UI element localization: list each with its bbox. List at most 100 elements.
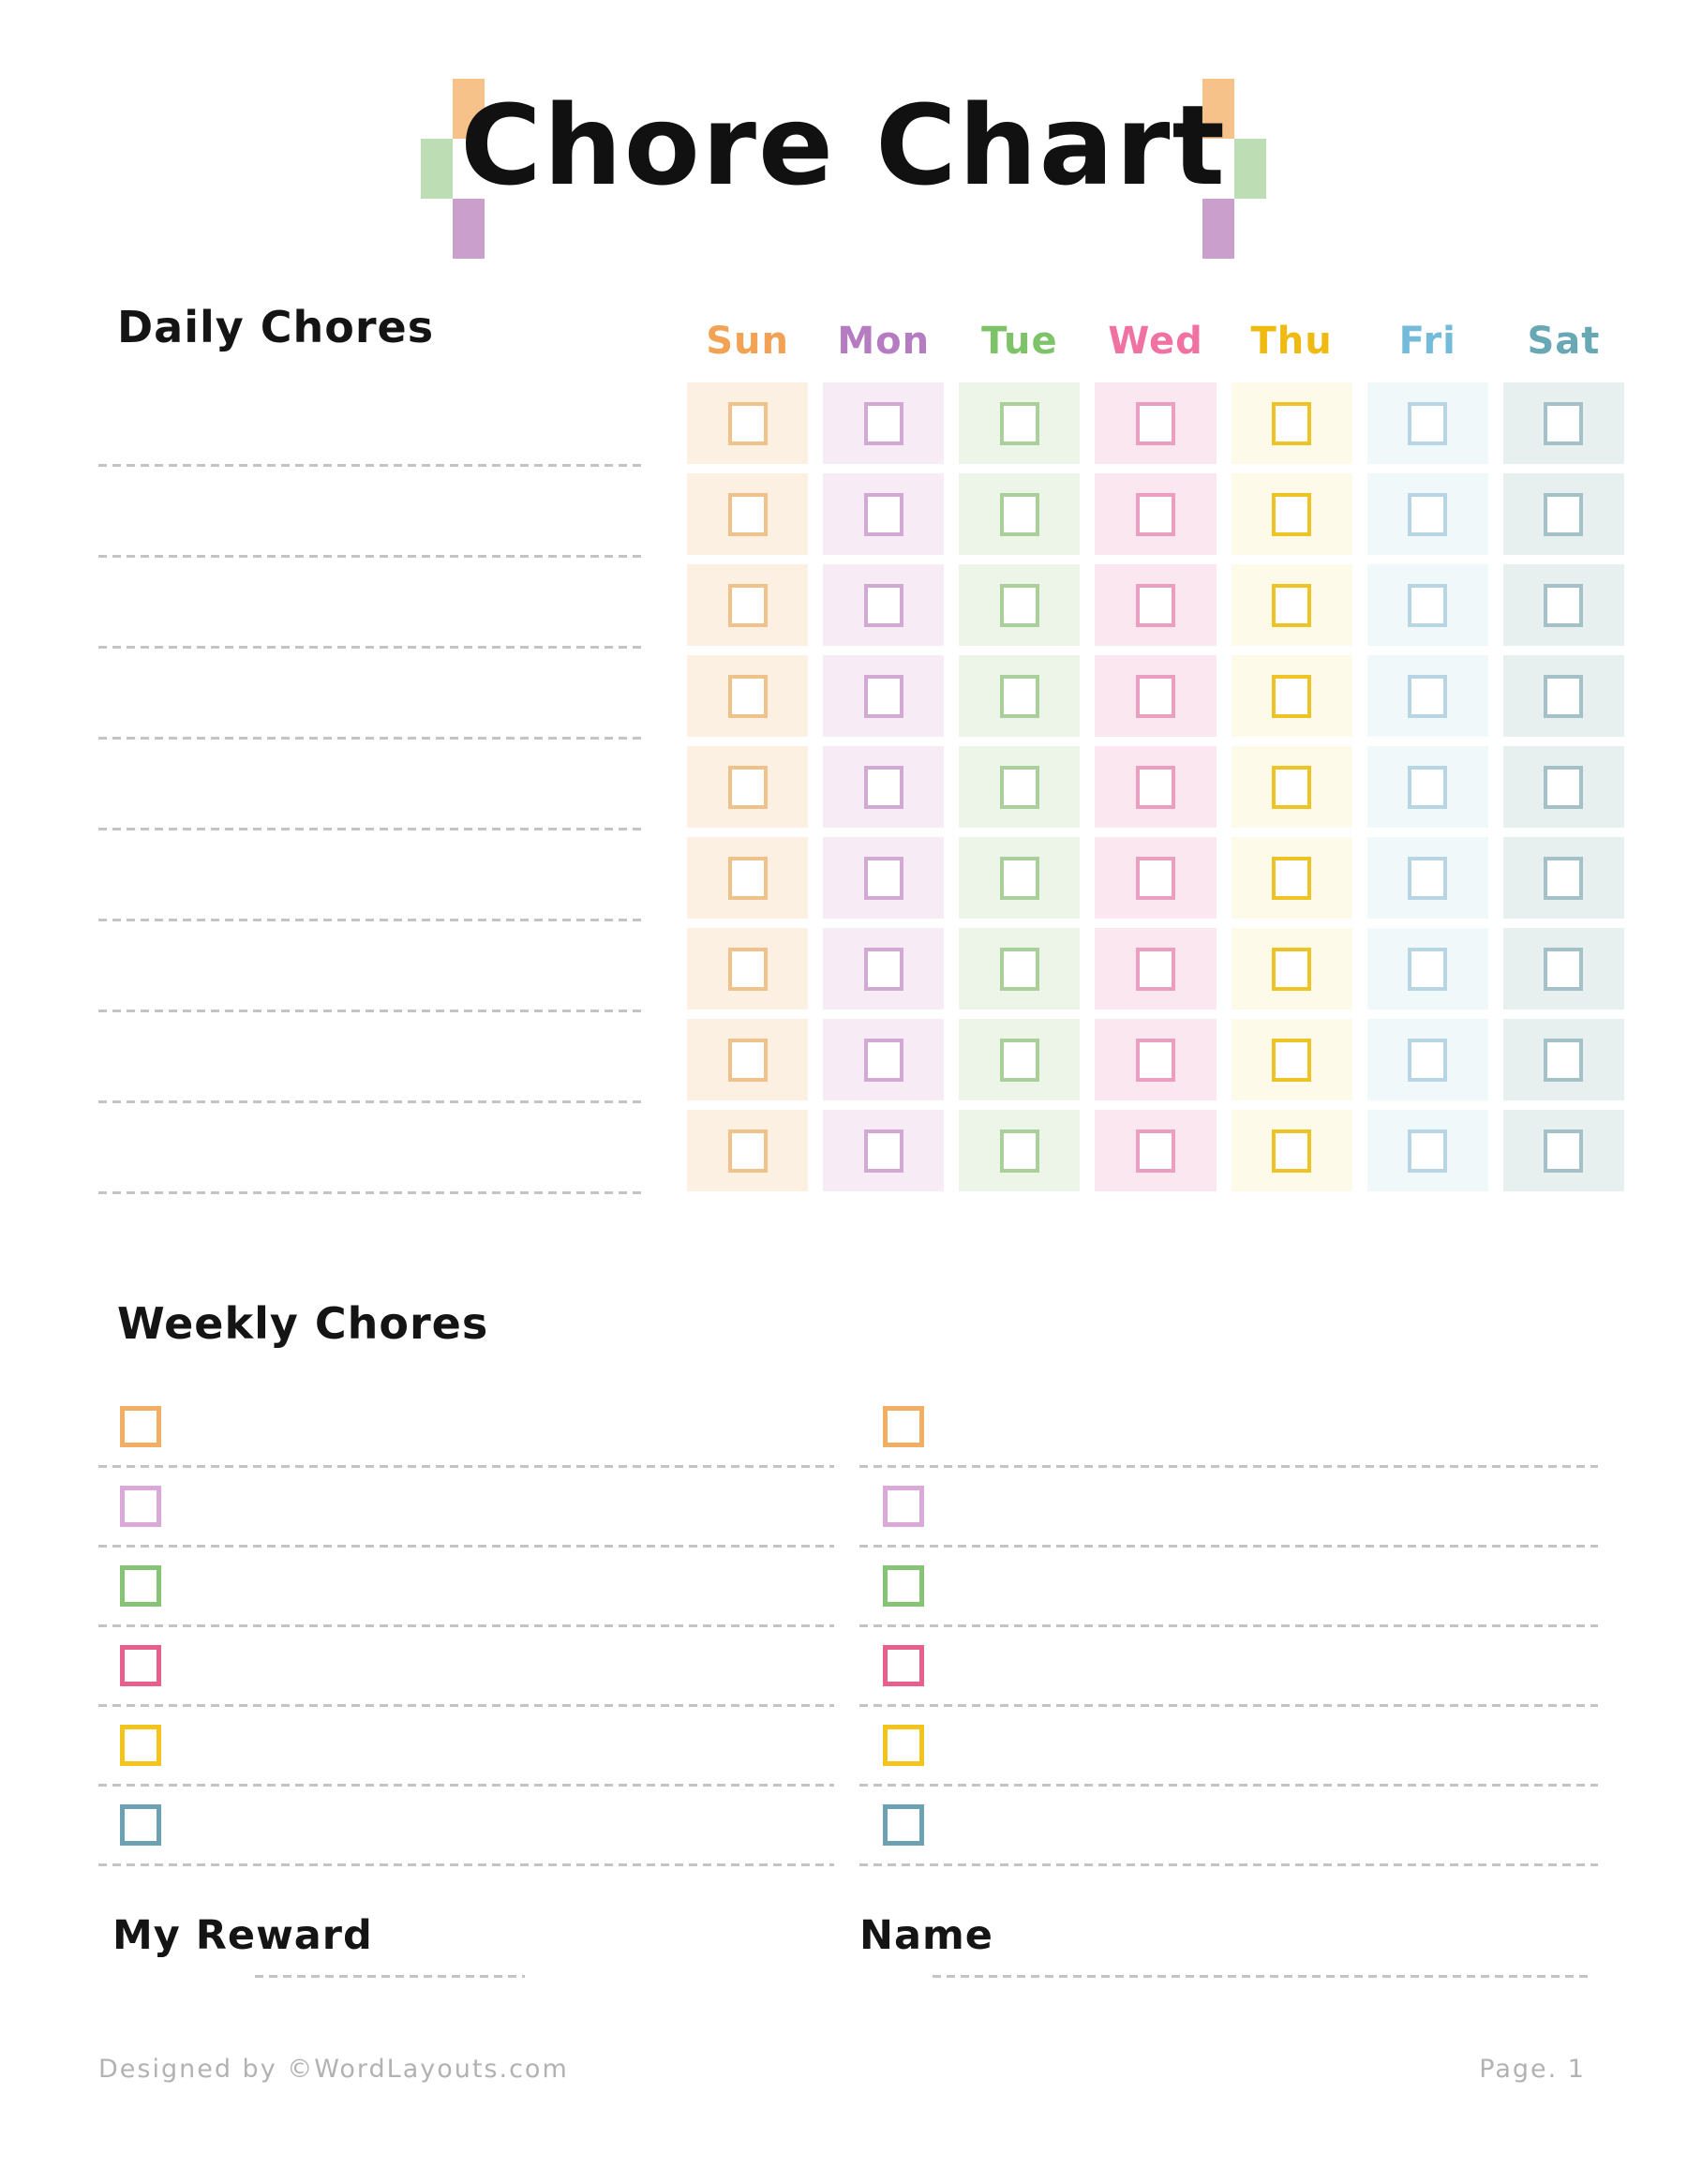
weekly-chore-line-col1-row6[interactable] xyxy=(98,1863,834,1866)
my-reward-input-line[interactable] xyxy=(255,1975,525,1978)
weekly-chore-line-col2-row6[interactable] xyxy=(859,1863,1598,1866)
weekly-chore-line-col1-row4[interactable] xyxy=(98,1704,834,1707)
daily-chore-line-4[interactable] xyxy=(98,737,647,740)
weekly-chore-line-col1-row1[interactable] xyxy=(98,1465,834,1468)
daily-checkbox-sun-row4[interactable] xyxy=(727,674,768,718)
daily-checkbox-wed-row7[interactable] xyxy=(1135,947,1175,991)
daily-checkbox-sat-row4[interactable] xyxy=(1544,674,1584,718)
weekly-checkbox-col2-row1[interactable] xyxy=(883,1406,924,1447)
daily-checkbox-thu-row5[interactable] xyxy=(1272,765,1312,809)
daily-checkbox-thu-row3[interactable] xyxy=(1272,583,1312,627)
daily-checkbox-fri-row5[interactable] xyxy=(1408,765,1448,809)
daily-checkbox-fri-row1[interactable] xyxy=(1408,401,1448,445)
weekly-checkbox-col2-row6[interactable] xyxy=(883,1804,924,1846)
daily-checkbox-sun-row1[interactable] xyxy=(727,401,768,445)
daily-checkbox-sun-row3[interactable] xyxy=(727,583,768,627)
daily-checkbox-sun-row2[interactable] xyxy=(727,492,768,536)
daily-checkbox-sun-row6[interactable] xyxy=(727,856,768,900)
daily-checkbox-sun-row7[interactable] xyxy=(727,947,768,991)
daily-checkbox-tue-row2[interactable] xyxy=(999,492,1039,536)
weekly-checkbox-col1-row3[interactable] xyxy=(120,1565,161,1607)
weekly-chore-line-col1-row3[interactable] xyxy=(98,1624,834,1627)
daily-checkbox-wed-row9[interactable] xyxy=(1135,1129,1175,1173)
daily-checkbox-sun-row9[interactable] xyxy=(727,1129,768,1173)
daily-checkbox-mon-row7[interactable] xyxy=(863,947,903,991)
daily-checkbox-mon-row3[interactable] xyxy=(863,583,903,627)
daily-checkbox-thu-row6[interactable] xyxy=(1272,856,1312,900)
daily-checkbox-fri-row7[interactable] xyxy=(1408,947,1448,991)
daily-checkbox-sun-row8[interactable] xyxy=(727,1038,768,1082)
daily-checkbox-mon-row6[interactable] xyxy=(863,856,903,900)
daily-chore-line-6[interactable] xyxy=(98,919,647,921)
weekly-chore-line-col2-row2[interactable] xyxy=(859,1545,1598,1548)
daily-checkbox-sun-row5[interactable] xyxy=(727,765,768,809)
daily-checkbox-sat-row2[interactable] xyxy=(1544,492,1584,536)
weekly-checkbox-col1-row2[interactable] xyxy=(120,1486,161,1527)
daily-checkbox-tue-row9[interactable] xyxy=(999,1129,1039,1173)
daily-checkbox-fri-row9[interactable] xyxy=(1408,1129,1448,1173)
weekly-checkbox-col2-row5[interactable] xyxy=(883,1725,924,1766)
daily-checkbox-tue-row1[interactable] xyxy=(999,401,1039,445)
daily-checkbox-thu-row4[interactable] xyxy=(1272,674,1312,718)
daily-chore-line-5[interactable] xyxy=(98,828,647,830)
daily-checkbox-wed-row2[interactable] xyxy=(1135,492,1175,536)
daily-checkbox-thu-row8[interactable] xyxy=(1272,1038,1312,1082)
weekly-checkbox-col1-row5[interactable] xyxy=(120,1725,161,1766)
daily-checkbox-mon-row5[interactable] xyxy=(863,765,903,809)
daily-checkbox-wed-row1[interactable] xyxy=(1135,401,1175,445)
daily-checkbox-wed-row3[interactable] xyxy=(1135,583,1175,627)
daily-checkbox-wed-row4[interactable] xyxy=(1135,674,1175,718)
daily-checkbox-mon-row8[interactable] xyxy=(863,1038,903,1082)
daily-cell-fri-row6 xyxy=(1366,837,1488,919)
weekly-chore-line-col1-row5[interactable] xyxy=(98,1784,834,1787)
daily-checkbox-sat-row6[interactable] xyxy=(1544,856,1584,900)
daily-checkbox-fri-row2[interactable] xyxy=(1408,492,1448,536)
daily-checkbox-tue-row3[interactable] xyxy=(999,583,1039,627)
daily-checkbox-sat-row5[interactable] xyxy=(1544,765,1584,809)
weekly-checkbox-col1-row4[interactable] xyxy=(120,1645,161,1686)
daily-checkbox-wed-row8[interactable] xyxy=(1135,1038,1175,1082)
daily-checkbox-mon-row9[interactable] xyxy=(863,1129,903,1173)
daily-checkbox-sat-row7[interactable] xyxy=(1544,947,1584,991)
daily-chore-line-8[interactable] xyxy=(98,1100,647,1103)
daily-checkbox-sat-row9[interactable] xyxy=(1544,1129,1584,1173)
weekly-checkbox-col1-row1[interactable] xyxy=(120,1406,161,1447)
daily-checkbox-mon-row2[interactable] xyxy=(863,492,903,536)
daily-checkbox-fri-row6[interactable] xyxy=(1408,856,1448,900)
weekly-chore-line-col2-row1[interactable] xyxy=(859,1465,1598,1468)
daily-checkbox-tue-row7[interactable] xyxy=(999,947,1039,991)
weekly-checkbox-col2-row3[interactable] xyxy=(883,1565,924,1607)
weekly-chore-line-col2-row4[interactable] xyxy=(859,1704,1598,1707)
daily-checkbox-tue-row5[interactable] xyxy=(999,765,1039,809)
daily-checkbox-sat-row3[interactable] xyxy=(1544,583,1584,627)
daily-checkbox-mon-row4[interactable] xyxy=(863,674,903,718)
weekly-checkbox-col1-row6[interactable] xyxy=(120,1804,161,1846)
daily-chore-line-2[interactable] xyxy=(98,555,647,558)
daily-chore-line-7[interactable] xyxy=(98,1010,647,1012)
daily-checkbox-thu-row9[interactable] xyxy=(1272,1129,1312,1173)
weekly-checkbox-col2-row4[interactable] xyxy=(883,1645,924,1686)
daily-checkbox-thu-row7[interactable] xyxy=(1272,947,1312,991)
daily-checkbox-wed-row5[interactable] xyxy=(1135,765,1175,809)
daily-chore-line-9[interactable] xyxy=(98,1191,647,1194)
weekly-chore-line-col2-row3[interactable] xyxy=(859,1624,1598,1627)
daily-checkbox-thu-row2[interactable] xyxy=(1272,492,1312,536)
daily-cell-thu-row9 xyxy=(1231,1110,1352,1191)
weekly-chore-line-col1-row2[interactable] xyxy=(98,1545,834,1548)
daily-chore-line-3[interactable] xyxy=(98,646,647,649)
daily-checkbox-tue-row8[interactable] xyxy=(999,1038,1039,1082)
daily-checkbox-wed-row6[interactable] xyxy=(1135,856,1175,900)
daily-chore-line-1[interactable] xyxy=(98,464,647,467)
daily-checkbox-tue-row4[interactable] xyxy=(999,674,1039,718)
daily-checkbox-sat-row8[interactable] xyxy=(1544,1038,1584,1082)
daily-checkbox-fri-row8[interactable] xyxy=(1408,1038,1448,1082)
daily-checkbox-fri-row4[interactable] xyxy=(1408,674,1448,718)
daily-checkbox-tue-row6[interactable] xyxy=(999,856,1039,900)
weekly-checkbox-col2-row2[interactable] xyxy=(883,1486,924,1527)
daily-checkbox-mon-row1[interactable] xyxy=(863,401,903,445)
name-input-line[interactable] xyxy=(933,1975,1593,1978)
daily-checkbox-thu-row1[interactable] xyxy=(1272,401,1312,445)
daily-checkbox-sat-row1[interactable] xyxy=(1544,401,1584,445)
weekly-chore-line-col2-row5[interactable] xyxy=(859,1784,1598,1787)
daily-checkbox-fri-row3[interactable] xyxy=(1408,583,1448,627)
